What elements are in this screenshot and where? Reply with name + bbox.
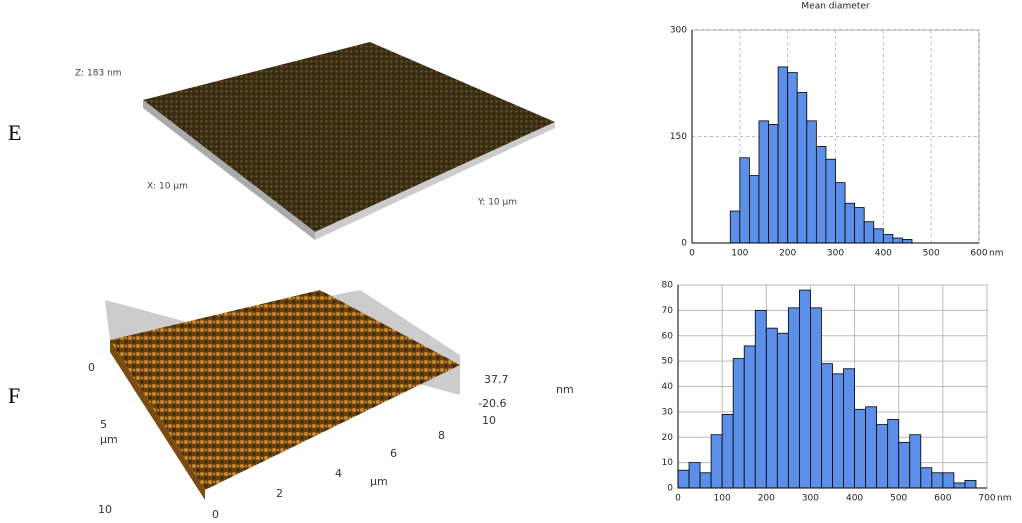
bar — [836, 183, 846, 243]
x-tick-label: 100 — [714, 494, 731, 504]
bar — [778, 67, 788, 243]
bar — [899, 442, 910, 488]
bar — [722, 414, 733, 488]
bar — [769, 124, 779, 243]
afm-unit: µm — [370, 475, 388, 488]
bar — [844, 369, 855, 488]
bar — [893, 238, 903, 243]
x-tick-label: 500 — [923, 249, 940, 259]
bar — [883, 234, 893, 243]
afm-scale: -20.6 — [478, 397, 506, 410]
y-tick-label: 30 — [662, 407, 674, 417]
afm-tick: 6 — [390, 447, 397, 460]
bar — [788, 73, 798, 243]
bar — [874, 229, 884, 243]
bar — [826, 159, 836, 243]
y-tick-label: 70 — [662, 306, 674, 316]
bar — [965, 480, 976, 488]
afm-tick: 0 — [212, 508, 219, 521]
afm-label: Z: 183 nm — [75, 69, 122, 79]
bar — [678, 470, 689, 488]
bar — [777, 333, 788, 488]
y-tick-label: 0 — [681, 239, 687, 249]
bar — [902, 239, 912, 243]
bar — [855, 409, 866, 488]
y-tick-label: 300 — [670, 26, 687, 36]
bar — [730, 211, 740, 243]
bar — [888, 419, 899, 488]
bar — [833, 374, 844, 488]
x-tick-label: 400 — [875, 249, 892, 259]
x-tick-label: 0 — [689, 249, 695, 259]
afm-scale: 37.7 — [484, 373, 509, 386]
afm-tick: 4 — [335, 467, 342, 480]
x-tick-label: 300 — [827, 249, 844, 259]
bar — [855, 208, 865, 244]
bar — [866, 407, 877, 488]
bar — [744, 346, 755, 488]
bar — [921, 468, 932, 488]
bar — [749, 176, 759, 243]
y-tick-label: 40 — [662, 382, 674, 392]
bar — [799, 290, 810, 488]
x-tick-label: 300 — [802, 494, 819, 504]
y-tick-label: 20 — [662, 433, 674, 443]
bar — [910, 435, 921, 488]
bar — [877, 425, 888, 488]
y-tick-label: 80 — [662, 281, 674, 291]
bar — [689, 463, 700, 488]
x-tick-label: 400 — [846, 494, 863, 504]
afm-surface-e — [143, 42, 555, 240]
afm-tick: 5 — [100, 418, 107, 431]
x-axis-label: nm — [989, 249, 1003, 259]
afm-unit: nm — [556, 383, 574, 396]
bar — [755, 310, 766, 488]
bar — [864, 222, 874, 243]
chart-title: Mean diameter — [801, 2, 869, 12]
figure: E F Z: 183 nm X: 10 µm Y: 10 µm 0 5 µm 1… — [0, 0, 1022, 523]
bar — [759, 121, 769, 243]
bar — [845, 203, 855, 243]
afm-tick: 2 — [276, 487, 283, 500]
afm-surface-f — [105, 290, 460, 500]
afm-tick: 10 — [98, 503, 112, 516]
bar — [766, 328, 777, 488]
panel-label: F — [8, 383, 20, 408]
x-tick-label: 0 — [675, 494, 681, 504]
y-tick-label: 60 — [662, 331, 674, 341]
y-tick-label: 150 — [670, 132, 687, 142]
panel-label: E — [8, 120, 21, 145]
x-tick-label: 700 — [978, 494, 995, 504]
bar — [954, 483, 965, 488]
y-tick-label: 0 — [667, 484, 673, 494]
x-tick-label: 600 — [934, 494, 951, 504]
afm-tick: 10 — [482, 414, 496, 427]
bar — [943, 473, 954, 488]
x-tick-label: 100 — [731, 249, 748, 259]
bar — [788, 308, 799, 488]
afm-tick: 0 — [88, 361, 95, 374]
bar — [733, 359, 744, 488]
afm-tick: 8 — [438, 429, 445, 442]
bar — [740, 158, 750, 243]
x-tick-label: 600 — [970, 249, 987, 259]
y-tick-label: 10 — [662, 458, 674, 468]
x-tick-label: 200 — [779, 249, 796, 259]
bar — [797, 92, 807, 243]
bar — [807, 121, 817, 243]
bar — [932, 473, 943, 488]
x-axis-label: nm — [997, 494, 1011, 504]
bar — [711, 435, 722, 488]
bar — [700, 473, 711, 488]
x-tick-label: 200 — [758, 494, 775, 504]
bar — [821, 364, 832, 488]
afm-label: Y: 10 µm — [477, 198, 517, 208]
afm-unit: µm — [100, 433, 118, 446]
x-tick-label: 500 — [890, 494, 907, 504]
bar — [810, 308, 821, 488]
afm-label: X: 10 µm — [147, 182, 188, 192]
bar — [816, 146, 826, 243]
y-tick-label: 50 — [662, 357, 674, 367]
